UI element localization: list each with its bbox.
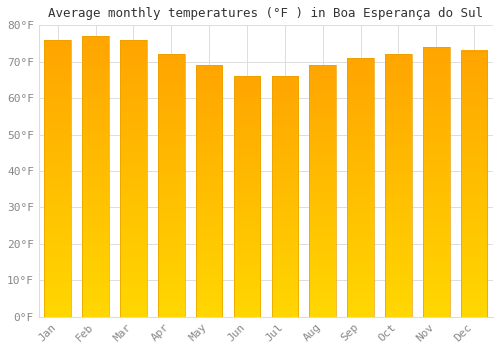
Bar xyxy=(82,36,109,317)
Bar xyxy=(158,55,184,317)
Bar xyxy=(461,51,487,317)
Bar xyxy=(120,40,146,317)
Bar xyxy=(44,40,71,317)
Bar xyxy=(234,76,260,317)
Bar xyxy=(196,65,222,317)
Bar xyxy=(348,58,374,317)
Bar xyxy=(423,47,450,317)
Bar xyxy=(272,76,298,317)
Bar xyxy=(385,55,411,317)
Title: Average monthly temperatures (°F ) in Boa Esperança do Sul: Average monthly temperatures (°F ) in Bo… xyxy=(48,7,484,20)
Bar xyxy=(310,65,336,317)
